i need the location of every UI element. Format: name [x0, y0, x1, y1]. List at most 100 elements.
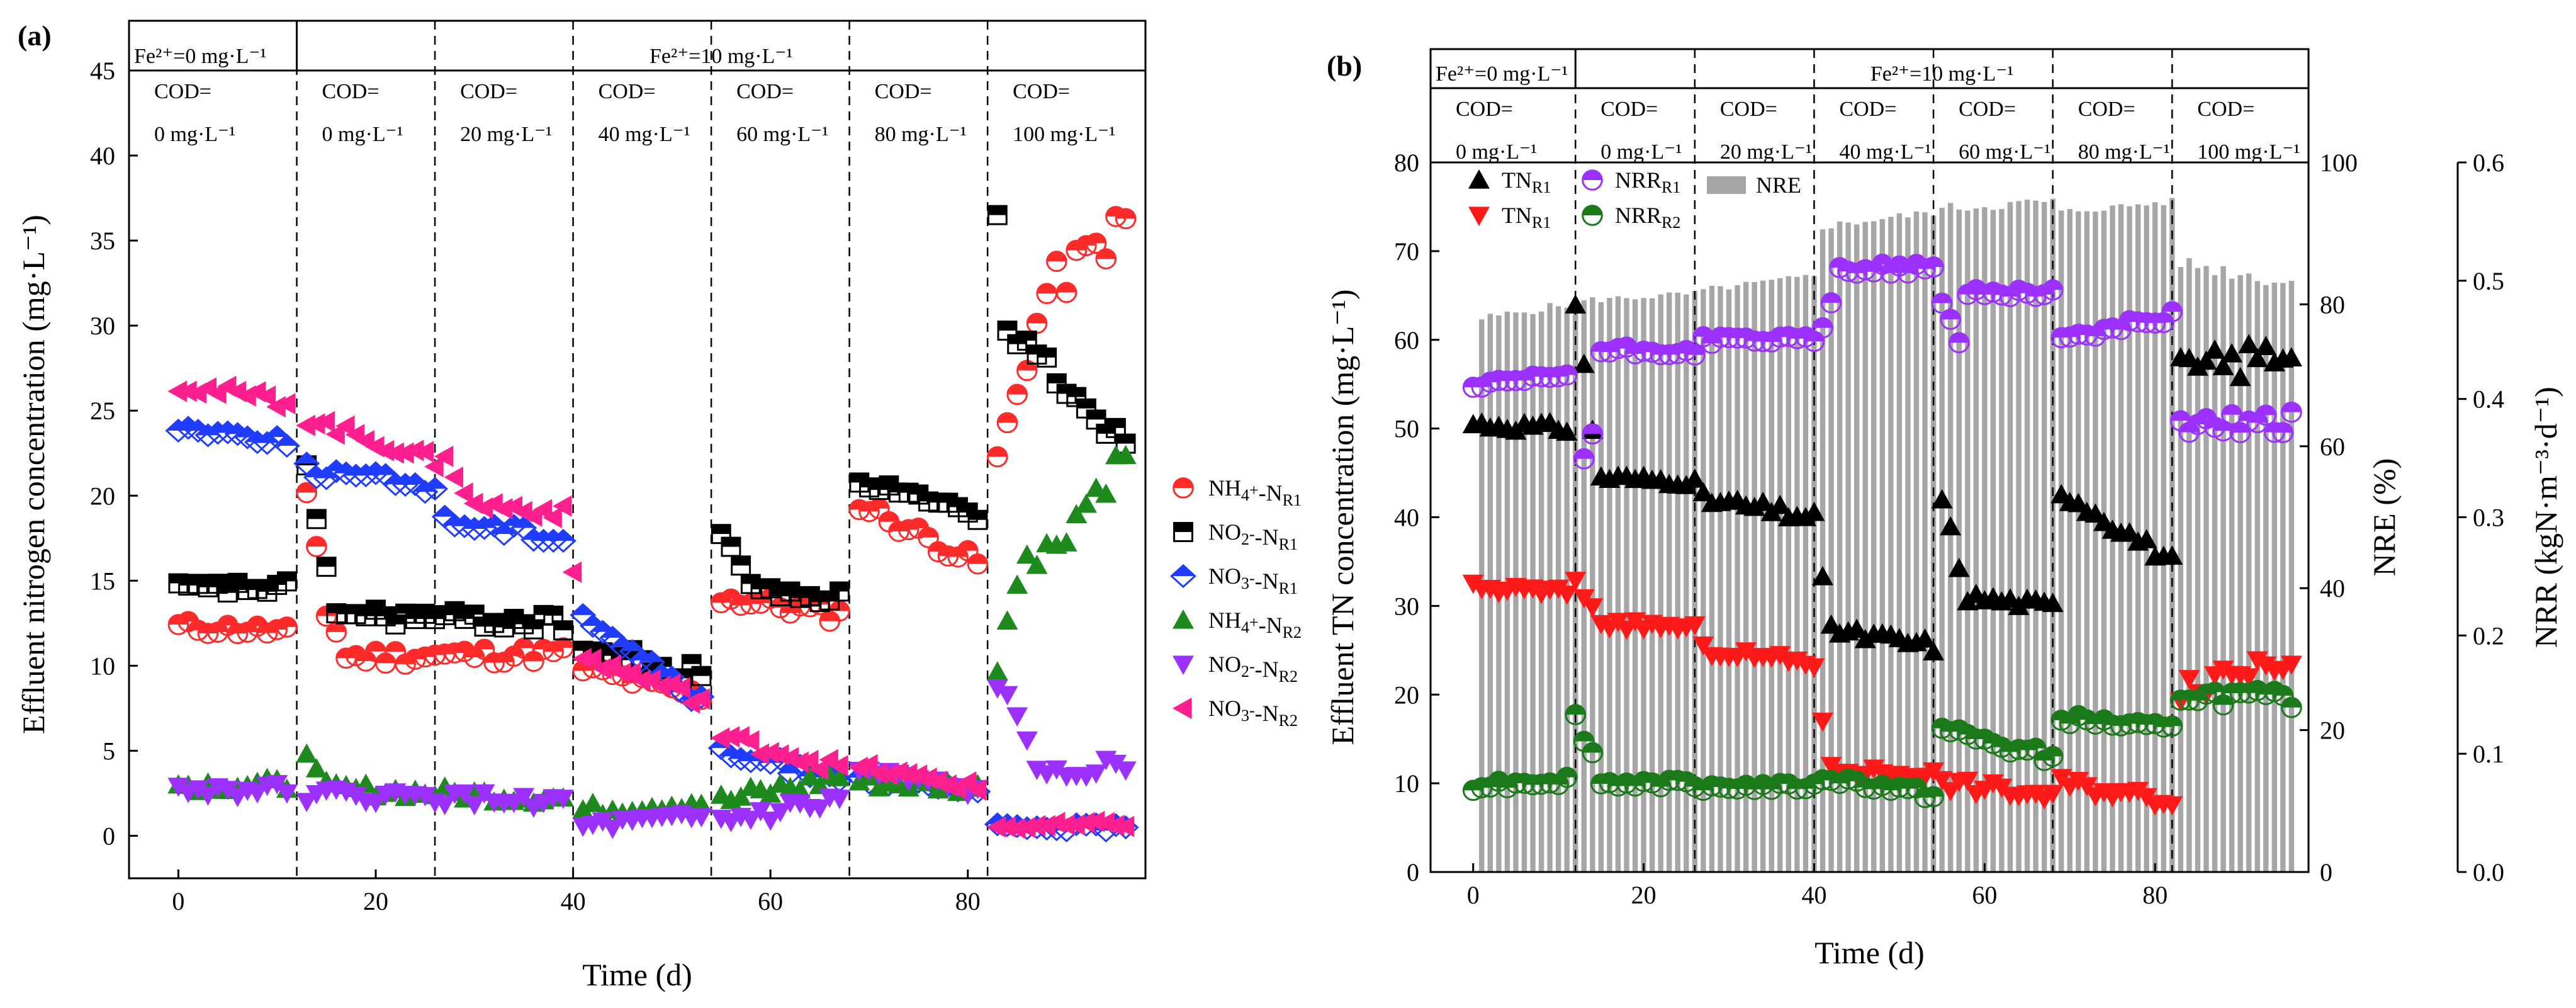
nre-bar — [2254, 281, 2260, 872]
cod-label-line2: 80 mg·L⁻¹ — [875, 123, 967, 146]
nre-bar — [1836, 221, 1843, 872]
x-tick-label: 60 — [1972, 881, 1997, 909]
data-point — [731, 555, 751, 576]
data-point — [740, 810, 762, 830]
marker-fill — [373, 464, 398, 475]
cod-label-line2: 60 mg·L⁻¹ — [736, 123, 828, 146]
marker-fill — [423, 478, 447, 489]
data-point — [1914, 628, 1936, 648]
marker-fill — [722, 538, 740, 547]
data-point — [828, 755, 848, 777]
marker-fill — [1949, 333, 1969, 343]
marker-outline — [1940, 309, 1961, 331]
fe-label: Fe²⁺=10 mg·L⁻¹ — [650, 45, 793, 68]
x-tick-label: 20 — [1631, 881, 1656, 909]
data-point — [1752, 491, 1774, 511]
data-point — [549, 528, 577, 553]
data-point — [2161, 796, 2183, 816]
y2-tick-label: 20 — [2320, 716, 2345, 745]
marker-outline — [1923, 786, 1944, 808]
cod-label-line1: COD= — [1959, 98, 2016, 121]
marker-fill — [2273, 422, 2293, 433]
data-point — [316, 557, 337, 577]
y-tick-label: 20 — [90, 482, 115, 510]
data-point — [1095, 483, 1117, 503]
y-tick-label: 40 — [90, 142, 115, 170]
data-point — [2042, 784, 2064, 805]
marker-fill — [1932, 293, 1952, 303]
marker-fill — [712, 524, 731, 535]
data-point — [217, 781, 239, 800]
data-point — [345, 786, 367, 807]
nre-bar — [1667, 292, 1672, 872]
marker-outline — [2152, 716, 2174, 738]
marker-outline — [829, 581, 850, 602]
legend-marker — [1170, 563, 1196, 589]
data-point — [829, 581, 850, 602]
marker-fill — [524, 652, 544, 662]
x-axis-title: Time (d) — [582, 957, 692, 992]
nre-bar — [1675, 292, 1680, 872]
marker-outline — [1055, 281, 1077, 303]
data-point — [986, 816, 1006, 838]
data-point — [1085, 810, 1105, 832]
marker-fill — [482, 514, 506, 526]
legend-sup: - — [1249, 701, 1255, 720]
marker-fill — [1940, 309, 1960, 320]
data-point — [1115, 761, 1137, 781]
marker-outline — [167, 614, 189, 635]
data-point — [987, 446, 1008, 468]
data-point — [1016, 817, 1036, 839]
panel-b-chart: Fe²⁺=0 mg·L⁻¹ Fe²⁺=10 mg·L⁻¹ COD= 0 mg·L⁻¹ C… — [1325, 48, 2563, 970]
cod-label-line1: COD= — [1600, 98, 1658, 121]
data-point — [256, 385, 276, 407]
data-point — [1006, 817, 1026, 839]
data-point — [967, 553, 989, 575]
nre-bar — [1607, 298, 1612, 873]
data-point — [1931, 292, 1953, 314]
marker-outline — [1582, 423, 1604, 445]
data-point — [809, 759, 829, 781]
marker-fill — [581, 615, 605, 626]
marker-fill — [465, 605, 484, 615]
nre-bar — [1777, 278, 1783, 873]
marker-outline — [1480, 371, 1501, 393]
y-tick-label: 0 — [103, 822, 115, 850]
data-point — [1692, 482, 1714, 502]
data-point — [868, 762, 888, 784]
marker-outline — [1914, 258, 1936, 280]
cod-label-line2: 0 mg·L⁻¹ — [322, 123, 403, 146]
legend-sub: 2 — [1241, 530, 1249, 548]
data-point — [273, 433, 300, 458]
nre-bar — [1726, 289, 1732, 873]
marker-fill — [296, 483, 317, 493]
marker-fill — [2043, 280, 2062, 290]
data-point — [1820, 292, 1842, 314]
data-point — [1948, 557, 1970, 577]
nre-bar — [1684, 294, 1689, 872]
phase-header: Fe²⁺=0 mg·L⁻¹ Fe²⁺=10 mg·L⁻¹ COD= 0 mg·L⁻¹ C… — [128, 20, 1147, 146]
data-point — [631, 669, 651, 691]
data-point — [690, 808, 712, 828]
marker-outline — [1658, 344, 1680, 366]
nre-bar — [2041, 201, 2047, 872]
plot-area-frame — [128, 69, 1147, 880]
legend-text: -N — [1255, 524, 1279, 550]
data-point — [996, 686, 1018, 706]
data-point — [1462, 574, 1484, 594]
data-point — [414, 441, 434, 463]
marker-outline — [276, 571, 297, 592]
data-point — [582, 793, 604, 812]
y-axis-title: Effluent TN concentration (mg·L⁻¹) — [1325, 289, 1360, 745]
cod-label-line1: COD= — [1456, 98, 1513, 121]
cod-label-line1: COD= — [875, 80, 932, 103]
marker-fill — [1007, 385, 1027, 395]
marker-fill — [761, 579, 780, 589]
data-point — [996, 610, 1018, 630]
marker-fill — [1583, 743, 1602, 753]
series-NO₃⁻-N_R2 — [167, 375, 1135, 839]
legend-marker — [1173, 609, 1194, 629]
data-point — [2025, 784, 2047, 805]
data-point — [2042, 592, 2064, 613]
marker-fill — [1565, 705, 1585, 715]
